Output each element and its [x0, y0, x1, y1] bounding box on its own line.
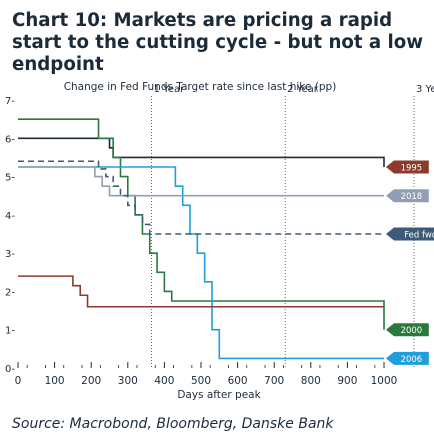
x-tick-label: 1000 — [371, 375, 398, 387]
y-tick-label: 4- — [5, 211, 15, 222]
series-lines — [18, 118, 385, 360]
chart-title: Chart 10: Markets are pricing a rapid st… — [12, 10, 424, 75]
series-line-fed-fwd — [18, 275, 384, 308]
end-label-text: Fed fwd — [404, 231, 434, 241]
y-tick-label: 1- — [5, 326, 15, 337]
chart-subtitle: Change in Fed Funds Target rate since la… — [64, 81, 337, 93]
end-label-text: 2000 — [401, 326, 423, 336]
x-axis-label: Days after peak — [177, 389, 261, 401]
x-tick-label: 300 — [118, 375, 138, 387]
end-label-tag — [386, 351, 429, 365]
end-label-text: 2018 — [401, 192, 423, 202]
x-tick-label: 600 — [228, 375, 248, 387]
year-marker-label: 2 Year — [287, 84, 319, 95]
x-tick-label: 700 — [264, 375, 284, 387]
y-tick-label: 7- — [5, 96, 15, 107]
series-line-2000 — [18, 118, 385, 330]
end-label-text: 2006 — [401, 355, 423, 365]
x-tick-label: 100 — [45, 375, 65, 387]
series-line-1995 — [18, 137, 385, 167]
y-tick-label: 5- — [5, 173, 15, 184]
year-marker-label: 1 Year — [154, 84, 186, 95]
y-tick-label: 3- — [5, 249, 15, 260]
end-label-tag — [386, 323, 429, 337]
end-labels: 1995 2018 Fed fwd 2000 2006 — [386, 160, 434, 365]
x-tick-label: 200 — [81, 375, 101, 387]
y-tick-label: 0- — [5, 364, 15, 375]
end-label-tag — [386, 160, 429, 174]
y-tick-label: 2- — [5, 287, 15, 298]
x-tick-label: 0 — [15, 375, 22, 387]
x-tick-label: 800 — [301, 375, 321, 387]
end-label-tag — [386, 227, 434, 241]
end-label-tag — [386, 189, 429, 203]
x-tick-label: 900 — [337, 375, 357, 387]
end-label-text: 1995 — [401, 164, 423, 174]
year-marker-label: 3 Year — [416, 84, 434, 95]
series-line-2018 — [18, 166, 384, 197]
x-tick-label: 500 — [191, 375, 211, 387]
series-line-fed-fwd — [18, 160, 384, 235]
axes: 0- 1- 2- 3- 4- 5- 6- 7- 0 100 200 300 400 500 600 700 80… — [5, 96, 397, 387]
x-tick-label: 400 — [154, 375, 174, 387]
source-note: Source: Macrobond, Bloomberg, Danske Ban… — [12, 416, 334, 432]
y-tick-label: 6- — [5, 134, 15, 145]
